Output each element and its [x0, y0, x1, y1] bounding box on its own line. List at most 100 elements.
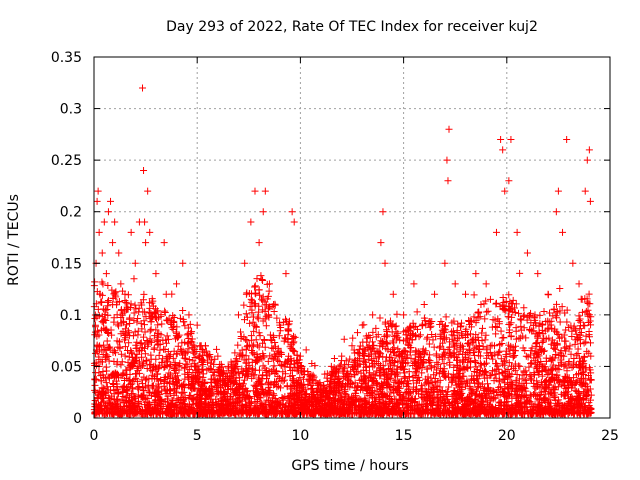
data-point: [430, 394, 438, 402]
data-point: [579, 371, 587, 379]
data-point: [127, 300, 135, 308]
data-point: [483, 398, 491, 406]
data-point: [440, 360, 448, 368]
data-point: [472, 363, 480, 371]
data-point: [129, 332, 137, 340]
data-point: [564, 390, 572, 398]
data-point: [131, 301, 139, 309]
data-point: [433, 352, 441, 360]
data-point: [537, 390, 545, 398]
data-point: [507, 332, 515, 340]
data-point: [332, 368, 340, 376]
data-point: [288, 385, 296, 393]
data-point: [364, 385, 372, 393]
data-point: [498, 387, 506, 395]
data-point: [538, 372, 546, 380]
data-point: [312, 387, 320, 395]
data-point: [125, 329, 133, 337]
data-point: [532, 384, 540, 392]
data-point: [117, 372, 125, 380]
data-point: [520, 304, 528, 312]
data-point: [267, 380, 275, 388]
data-point: [350, 358, 358, 366]
data-point: [205, 365, 213, 373]
data-point: [129, 362, 137, 370]
data-point: [472, 319, 480, 327]
data-point: [202, 399, 210, 407]
data-point: [316, 379, 324, 387]
data-point: [552, 350, 560, 358]
data-point: [284, 331, 292, 339]
data-point: [385, 364, 393, 372]
data-point: [382, 345, 390, 353]
data-point: [521, 347, 529, 355]
data-point: [481, 393, 489, 401]
data-point: [185, 334, 193, 342]
data-point: [582, 338, 590, 346]
data-point: [214, 366, 222, 374]
data-point: [141, 328, 149, 336]
data-point: [587, 313, 595, 321]
data-point: [562, 343, 570, 351]
data-point: [242, 310, 250, 318]
data-point: [93, 341, 101, 349]
data-point: [256, 332, 264, 340]
data-point: [387, 388, 395, 396]
data-point: [454, 362, 462, 370]
data-point: [295, 356, 303, 364]
data-point: [122, 305, 130, 313]
data-point: [584, 310, 592, 318]
data-point: [130, 309, 138, 317]
data-point: [248, 358, 256, 366]
data-point: [424, 410, 432, 418]
data-point: [455, 405, 463, 413]
data-point: [130, 358, 138, 366]
data-point: [577, 295, 585, 303]
data-point: [248, 297, 256, 305]
data-point: [279, 401, 287, 409]
data-point: [178, 389, 186, 397]
data-point: [555, 366, 563, 374]
data-point: [436, 383, 444, 391]
data-point: [355, 403, 363, 411]
data-point: [181, 375, 189, 383]
data-point: [340, 335, 348, 343]
data-point: [109, 348, 117, 356]
data-point: [518, 386, 526, 394]
data-point: [509, 353, 517, 361]
data-point: [188, 385, 196, 393]
data-point: [161, 309, 169, 317]
data-point: [302, 403, 310, 411]
data-point: [403, 353, 411, 361]
data-point: [477, 301, 485, 309]
data-point: [127, 390, 135, 398]
data-point: [311, 394, 319, 402]
data-point: [484, 307, 492, 315]
data-point: [551, 354, 559, 362]
data-point: [156, 346, 164, 354]
data-point: [466, 397, 474, 405]
data-point: [102, 353, 110, 361]
data-point: [204, 410, 212, 418]
data-point: [545, 385, 553, 393]
data-point: [166, 374, 174, 382]
data-point: [259, 277, 267, 285]
data-point: [270, 362, 278, 370]
data-point: [457, 341, 465, 349]
data-point: [585, 290, 593, 298]
data-point: [547, 399, 555, 407]
data-point: [101, 391, 109, 399]
data-point: [353, 329, 361, 337]
data-point: [164, 392, 172, 400]
data-point: [323, 374, 331, 382]
data-point: [532, 330, 540, 338]
data-point: [571, 340, 579, 348]
data-point: [461, 408, 469, 416]
data-point: [558, 303, 566, 311]
data-point: [538, 326, 546, 334]
data-point: [251, 289, 259, 297]
data-point: [472, 336, 480, 344]
data-point: [369, 363, 377, 371]
data-point: [470, 291, 478, 299]
